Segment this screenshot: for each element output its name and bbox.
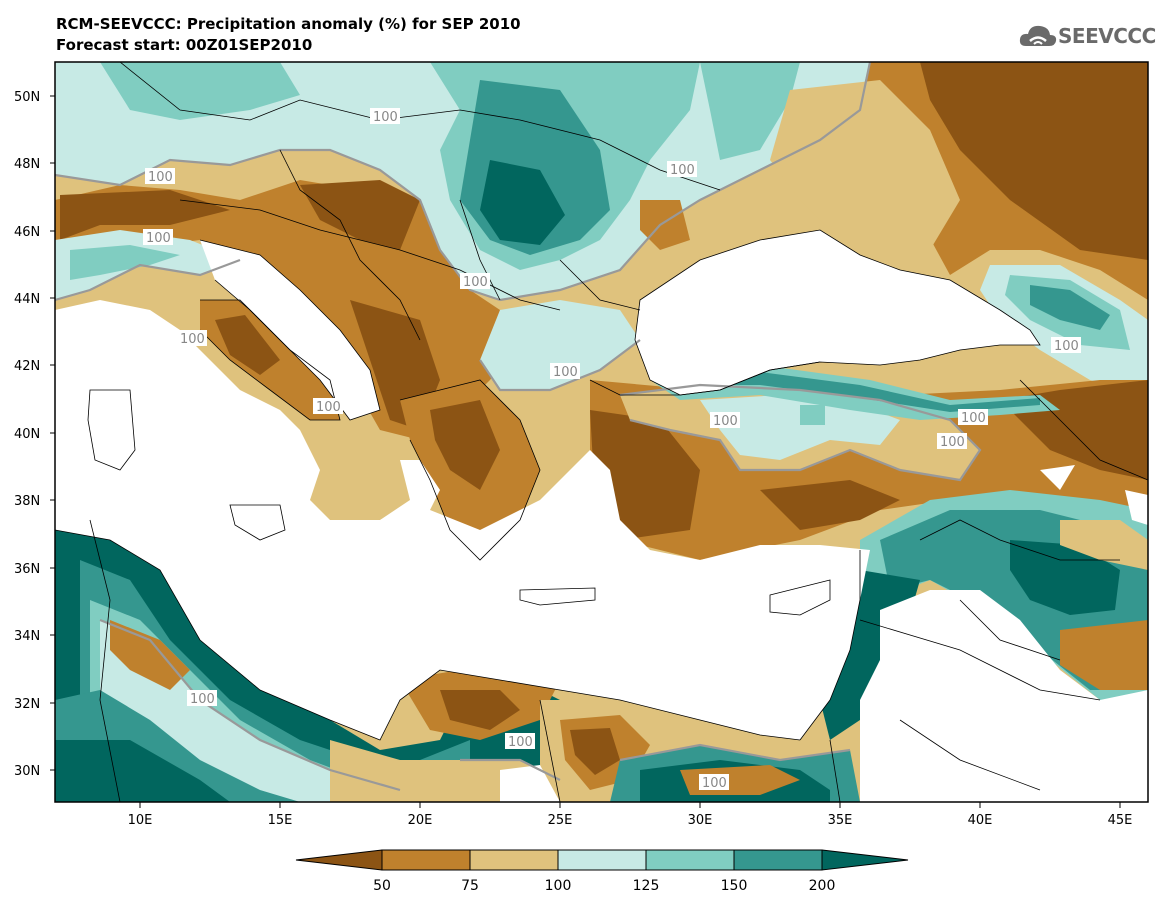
- cloud-icon: [1019, 25, 1057, 46]
- colorbar-segment-100-125: [557, 849, 647, 871]
- colorbar-label: 100: [545, 878, 572, 894]
- contour-labels: 100 100 100 100 100 100 100 100 100 100 …: [143, 108, 1081, 791]
- colorbar-label: 75: [461, 878, 479, 894]
- lat-label: 40N: [14, 427, 40, 442]
- lat-axis: 50N 48N 46N 44N 42N 40N 38N 36N 34N 32N …: [14, 90, 55, 779]
- coastlines: [55, 62, 1148, 802]
- contour-label: 100: [670, 163, 695, 178]
- contour-label: 100: [373, 110, 398, 125]
- map-title: RCM-SEEVCCC: Precipitation anomaly (%) f…: [56, 15, 521, 33]
- lon-label: 20E: [408, 813, 433, 828]
- lat-label: 30N: [14, 764, 40, 779]
- colorbar-segment-below-50: [295, 849, 383, 871]
- seevccc-logo: SEEVCCC: [1018, 22, 1156, 50]
- contour-label: 100: [316, 400, 341, 415]
- contour-label: 100: [961, 411, 986, 426]
- lat-label: 42N: [14, 359, 40, 374]
- colorbar-label: 50: [373, 878, 391, 894]
- colorbar-label: 200: [809, 878, 836, 894]
- contour-label: 100: [713, 414, 738, 429]
- contour-label: 100: [702, 776, 727, 791]
- logo-text: SEEVCCC: [1058, 24, 1156, 48]
- contour-label: 100: [190, 692, 215, 707]
- colorbar-segment-above-200: [821, 849, 909, 871]
- contour-label: 100: [146, 231, 171, 246]
- lon-label: 30E: [688, 813, 713, 828]
- lon-label: 40E: [968, 813, 993, 828]
- lat-label: 36N: [14, 562, 40, 577]
- contour-label: 100: [180, 332, 205, 347]
- colorbar-segment-125-150: [645, 849, 735, 871]
- contour-label: 100: [508, 735, 533, 750]
- lon-label: 35E: [828, 813, 853, 828]
- lat-label: 46N: [14, 225, 40, 240]
- contour-label: 100: [553, 365, 578, 380]
- lon-label: 25E: [548, 813, 573, 828]
- lon-label: 10E: [128, 813, 153, 828]
- contour-label: 100: [148, 170, 173, 185]
- contour-label: 100: [463, 275, 488, 290]
- colorbar-label: 150: [721, 878, 748, 894]
- lat-label: 48N: [14, 157, 40, 172]
- colorbar-segment-50-75: [381, 849, 471, 871]
- contour-label: 100: [940, 435, 965, 450]
- lat-label: 34N: [14, 629, 40, 644]
- lon-label: 15E: [268, 813, 293, 828]
- lat-label: 32N: [14, 697, 40, 712]
- lat-label: 38N: [14, 494, 40, 509]
- map-subtitle: Forecast start: 00Z01SEP2010: [56, 36, 313, 54]
- lon-axis: 10E 15E 20E 25E 30E 35E 40E 45E: [128, 802, 1133, 828]
- colorbar-segment-75-100: [469, 849, 559, 871]
- lat-label: 50N: [14, 90, 40, 105]
- map-frame: [54, 61, 1149, 803]
- colorbar: 50 75 100 125 150 200: [295, 849, 909, 894]
- lat-label: 44N: [14, 292, 40, 307]
- lon-label: 45E: [1108, 813, 1133, 828]
- anomaly-field: [55, 62, 1148, 802]
- colorbar-label: 125: [633, 878, 660, 894]
- colorbar-segment-150-200: [733, 849, 823, 871]
- contour-label: 100: [1054, 339, 1079, 354]
